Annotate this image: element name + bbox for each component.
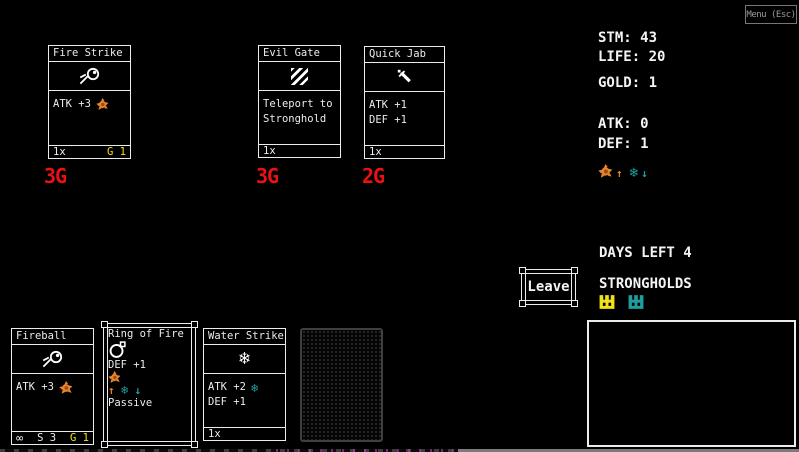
card-effect-line2: Stronghold — [263, 113, 327, 125]
arrow-down-icon: ↓ — [134, 384, 142, 397]
card-uses: 1x — [369, 146, 382, 158]
frame-corner — [571, 267, 578, 274]
bottom-tick-strip — [0, 449, 458, 452]
stronghold-list — [599, 294, 644, 310]
strongholds-label: STRONGHOLDS — [599, 276, 692, 292]
snowflake-icon: ❄ — [120, 383, 129, 397]
fire-icon — [59, 380, 73, 395]
menu-button[interactable]: Menu (Esc) — [745, 5, 797, 24]
leave-button-label: Leave — [527, 279, 570, 295]
card-effect-line2: DEF +1 — [369, 114, 407, 126]
frame-corner — [101, 441, 108, 448]
log-panel — [587, 320, 796, 447]
card-title: Water Strike — [204, 329, 285, 345]
frame-corner — [191, 321, 198, 328]
days-left-label: DAYS LEFT 4 — [599, 245, 692, 261]
gold-stat: GOLD: 1 — [598, 75, 658, 91]
stronghold-icon-yellow — [599, 294, 615, 310]
frame-corner — [571, 300, 578, 307]
stamina-stat: STM: 43 — [598, 30, 658, 46]
hand-card-fireball[interactable]: Fireball ATK +3 ∞ S 3 G 1 — [11, 328, 94, 445]
portal-icon — [259, 62, 340, 91]
card-title: Quick Jab — [365, 47, 444, 63]
arrow-up-icon: ↑ — [616, 167, 623, 180]
bottom-scrollbar[interactable] — [458, 449, 799, 452]
shop-card-fire-strike[interactable]: Fire Strike ATK +3 1x G 1 — [48, 45, 131, 159]
frame-corner — [519, 300, 526, 307]
menu-button-label: Menu (Esc) — [746, 9, 796, 20]
card-price: 3G — [256, 164, 279, 188]
card-uses: 1x — [263, 145, 276, 157]
hand-card-water-strike[interactable]: Water Strike ❄ ATK +2 ❄ DEF +1 1x — [203, 328, 286, 441]
snowflake-icon: ❄ — [629, 165, 639, 181]
dagger-icon — [365, 63, 444, 92]
card-effect-line1: Teleport to — [263, 98, 333, 110]
card-title: Fireball — [12, 329, 93, 345]
card-effect: DEF +1 — [108, 359, 146, 371]
element-affinity: ↑ ❄ ↓ — [598, 164, 648, 181]
card-effect: ATK +3 — [16, 381, 54, 393]
card-stamina-counter: S 3 — [37, 432, 57, 444]
card-title: Evil Gate — [259, 46, 340, 62]
defense-stat: DEF: 1 — [598, 136, 649, 152]
card-effect: ATK +3 — [53, 98, 91, 110]
snowflake-icon: ❄ — [250, 380, 259, 395]
hand-card-ring-of-fire[interactable]: Ring of Fire DEF +1 ↑ ❄ ↓ Passive — [101, 321, 198, 448]
frame-corner — [191, 441, 198, 448]
element-affinity: ↑ ❄ ↓ — [108, 371, 191, 397]
infinity-icon: ∞ — [16, 431, 24, 445]
card-gold-counter: G 1 — [107, 146, 126, 158]
card-gold-counter: G 1 — [70, 432, 89, 444]
frame-corner — [519, 267, 526, 274]
card-passive-label: Passive — [108, 397, 153, 409]
bottom-fleck-strip — [276, 449, 456, 452]
card-title: Fire Strike — [49, 46, 130, 62]
attack-stat: ATK: 0 — [598, 116, 649, 132]
frame-corner — [101, 321, 108, 328]
card-uses: 1x — [53, 146, 66, 158]
stronghold-icon-teal — [628, 294, 644, 310]
card-effect-line1: ATK +2 — [208, 381, 246, 393]
ring-icon — [108, 340, 191, 359]
snowflake-icon: ❄ — [239, 348, 250, 369]
card-price: 2G — [362, 164, 385, 188]
fire-icon — [598, 164, 613, 179]
comet-icon — [12, 345, 93, 374]
fire-icon — [96, 98, 109, 111]
card-price: 3G — [44, 164, 67, 188]
arrow-down-icon: ↓ — [641, 167, 648, 180]
arrow-up-icon: ↑ — [108, 384, 115, 397]
life-stat: LIFE: 20 — [598, 49, 666, 65]
leave-button[interactable]: Leave — [519, 267, 578, 307]
card-effect-line2: DEF +1 — [208, 396, 246, 408]
card-effect-line1: ATK +1 — [369, 99, 407, 111]
card-back-slot[interactable] — [300, 328, 383, 442]
comet-icon — [49, 62, 130, 91]
shop-card-evil-gate[interactable]: Evil Gate Teleport to Stronghold 1x — [258, 45, 341, 158]
shop-card-quick-jab[interactable]: Quick Jab ATK +1 DEF +1 1x — [364, 46, 445, 159]
card-uses: 1x — [208, 428, 221, 440]
card-title: Ring of Fire — [108, 328, 184, 340]
